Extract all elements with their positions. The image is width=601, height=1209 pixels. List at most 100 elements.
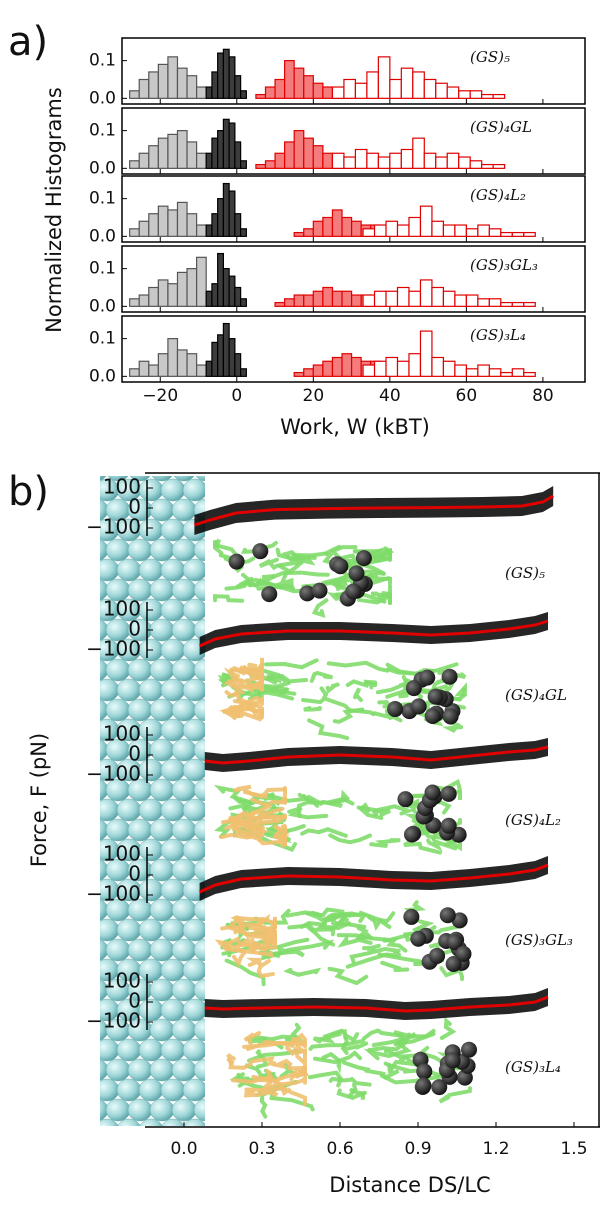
bead <box>100 699 109 721</box>
histogram-bar <box>138 294 150 307</box>
panel-annotation: (GS)₃L₄ <box>470 326 526 344</box>
chain <box>336 932 413 942</box>
chain <box>282 834 287 846</box>
force-line <box>204 745 549 765</box>
bead <box>105 1098 131 1122</box>
histogram-bar <box>186 75 198 99</box>
bead <box>183 1118 205 1126</box>
histogram-bar <box>431 286 445 307</box>
histogram-bar <box>366 71 379 99</box>
bead <box>171 978 197 1002</box>
ball <box>455 945 472 962</box>
histogram-bar <box>255 93 267 99</box>
ball <box>403 908 420 925</box>
histogram-bar <box>423 78 437 99</box>
histogram-bar <box>458 156 471 169</box>
histogram-bar <box>284 60 295 99</box>
chain <box>242 665 264 679</box>
histogram-bar <box>240 160 247 169</box>
bead <box>193 578 205 602</box>
histogram-bar <box>312 220 324 237</box>
bead <box>171 1098 197 1122</box>
chain <box>454 682 467 697</box>
chain <box>306 794 343 808</box>
chain <box>244 1086 288 1098</box>
bead <box>193 818 205 842</box>
histogram-bar <box>129 90 140 99</box>
histogram-bar <box>511 231 525 237</box>
histogram-bar <box>148 364 159 377</box>
bead <box>100 659 109 681</box>
histogram-bar <box>419 279 433 307</box>
histogram-bar <box>400 148 414 169</box>
bead <box>149 898 175 922</box>
ball <box>252 543 269 560</box>
chain <box>245 957 263 967</box>
chain <box>426 838 458 852</box>
axes-frame <box>121 107 586 175</box>
histogram-bar <box>442 224 456 237</box>
force-line <box>198 619 549 648</box>
histogram-bar <box>196 86 207 99</box>
chain <box>291 544 342 558</box>
chain <box>256 958 275 979</box>
histogram-bar <box>312 145 324 169</box>
bead <box>160 518 186 542</box>
y-tick-label: 0 <box>128 989 141 1013</box>
ball <box>460 1041 477 1058</box>
bead <box>160 638 186 662</box>
ball <box>311 582 328 599</box>
histogram-bar <box>129 368 140 377</box>
chain <box>299 920 336 937</box>
histogram-bar <box>303 368 314 377</box>
bead <box>160 998 186 1022</box>
bead <box>149 498 175 522</box>
histogram-bar <box>196 364 207 377</box>
chain <box>326 660 390 673</box>
histogram-bar <box>293 67 305 99</box>
histogram-bar <box>303 294 314 307</box>
y-tick-label: 0 <box>128 862 141 886</box>
chain <box>301 686 329 705</box>
chain <box>336 1088 367 1101</box>
bead <box>193 938 205 962</box>
bead <box>171 698 197 722</box>
histogram-bar <box>408 290 422 307</box>
bead <box>171 858 197 882</box>
chain <box>272 1074 307 1087</box>
chain <box>269 1089 315 1112</box>
histogram-bar <box>458 90 471 99</box>
chain <box>233 823 266 837</box>
chain <box>362 943 381 952</box>
histogram-bar <box>511 368 525 377</box>
chain <box>452 789 462 801</box>
histogram-bar <box>322 286 334 307</box>
histogram-bar <box>228 56 236 99</box>
bead <box>149 818 175 842</box>
bead <box>100 558 120 582</box>
chain <box>333 580 348 592</box>
chain <box>272 572 294 591</box>
bead <box>127 1098 153 1122</box>
histogram-bar <box>284 298 295 307</box>
force-line <box>198 863 549 894</box>
ball <box>419 669 436 686</box>
histogram-bar <box>373 360 387 377</box>
ball <box>387 701 404 718</box>
x-tick-label: 0.0 <box>170 1139 197 1159</box>
bead <box>105 1058 131 1082</box>
chain <box>226 1053 236 1066</box>
force-noise-band <box>194 486 554 535</box>
bead <box>182 1038 205 1062</box>
bead <box>138 758 164 782</box>
histogram-bar <box>176 67 188 99</box>
histogram-bar <box>322 152 334 169</box>
axes-frame <box>121 175 586 243</box>
y-tick-label: 100 <box>103 475 141 499</box>
histogram-bar <box>303 75 314 99</box>
chain <box>325 682 340 695</box>
histogram-bar <box>176 271 188 307</box>
chain <box>380 960 410 973</box>
chain <box>248 1056 277 1066</box>
bead <box>138 918 164 942</box>
